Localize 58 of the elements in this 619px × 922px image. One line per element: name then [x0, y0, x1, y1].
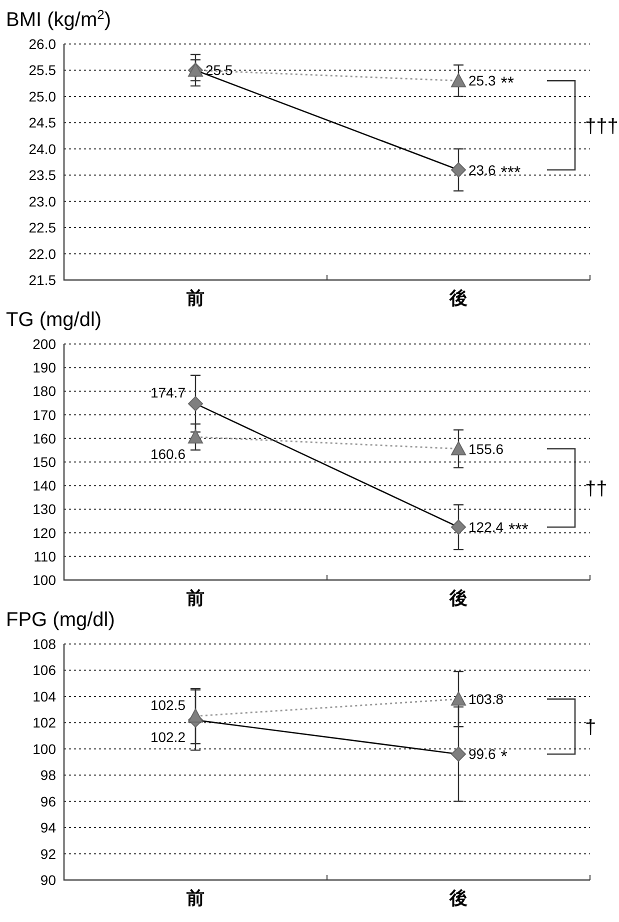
y-tick-label: 94	[40, 820, 56, 836]
y-tick-label: 26.0	[28, 36, 56, 52]
x-tick-label: 前	[186, 888, 204, 908]
x-tick-label: 後	[448, 288, 468, 308]
y-tick-label: 22.0	[28, 246, 56, 262]
y-tick-label: 120	[32, 524, 56, 541]
y-tick-label: 23.0	[28, 193, 56, 210]
y-tick-label: 108	[32, 636, 56, 652]
y-tick-label: 90	[40, 872, 56, 888]
y-tick-label: 92	[40, 846, 56, 862]
data-label: 25.5	[206, 62, 233, 78]
data-label: 160.6	[150, 446, 186, 462]
y-tick-label: 110	[34, 548, 56, 564]
annotation: ††	[585, 478, 608, 500]
annotation: †††	[585, 115, 618, 138]
annotation: ***	[500, 162, 521, 182]
y-tick-label: 24.5	[28, 114, 56, 131]
y-tick-label: 140	[32, 478, 56, 494]
y-tick-label: 23.5	[28, 167, 56, 184]
chart-title: TG (mg/dl)	[6, 309, 102, 331]
data-label: 122.4	[468, 519, 504, 536]
annotation: **	[500, 74, 514, 93]
data-label: 174.7	[150, 384, 186, 401]
y-tick-label: 21.5	[28, 272, 56, 288]
y-tick-label: 100	[32, 740, 56, 757]
data-label: 25.3	[468, 72, 496, 89]
x-tick-label: 後	[448, 588, 468, 608]
y-tick-label: 22.5	[28, 220, 56, 236]
y-tick-label: 200	[32, 336, 56, 352]
y-tick-label: 106	[32, 662, 56, 678]
y-tick-label: 102	[32, 714, 56, 731]
data-label: 23.6	[468, 162, 496, 178]
y-tick-label: 190	[32, 360, 56, 376]
y-tick-label: 24.0	[28, 140, 56, 157]
y-tick-label: 180	[32, 383, 56, 400]
y-tick-label: 96	[40, 793, 56, 810]
chart-title: BMI (kg/m$^{2}$)	[6, 6, 112, 31]
x-tick-label: 後	[448, 888, 468, 908]
data-label: 102.5	[150, 697, 186, 714]
annotation: *	[500, 747, 508, 766]
y-tick-label: 170	[32, 406, 56, 423]
x-tick-label: 前	[186, 288, 204, 308]
data-label: 99.6	[468, 746, 496, 762]
annotation: †	[585, 716, 596, 739]
data-label: 155.6	[468, 440, 504, 457]
y-tick-label: 25.0	[28, 88, 56, 104]
y-tick-label: 150	[32, 454, 56, 470]
data-label: 102.2	[150, 729, 186, 746]
y-tick-label: 98	[40, 767, 56, 784]
y-tick-label: 100	[32, 572, 56, 588]
data-label: 103.8	[468, 691, 504, 708]
y-tick-label: 25.5	[28, 62, 56, 78]
chart-title: FPG (mg/dl)	[6, 609, 115, 631]
x-tick-label: 前	[186, 588, 204, 608]
annotation: ***	[508, 520, 529, 540]
y-tick-label: 160	[32, 430, 56, 446]
y-tick-label: 104	[32, 688, 56, 704]
y-tick-label: 130	[32, 501, 56, 518]
